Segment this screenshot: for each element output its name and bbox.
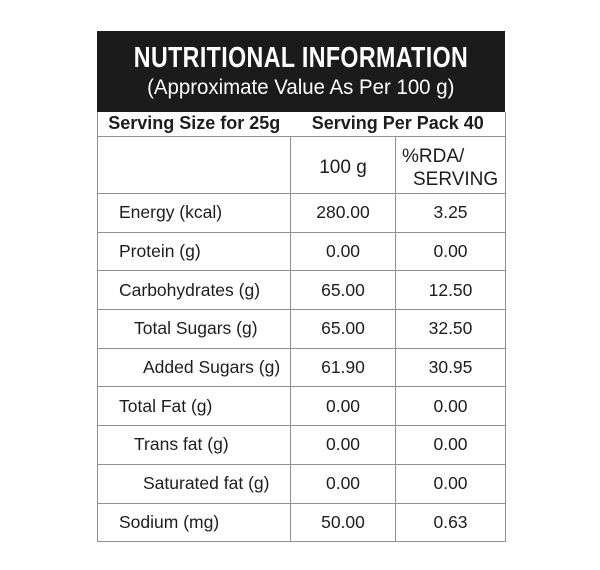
nutrient-rda-per-serving: 0.00 <box>394 231 507 272</box>
serving-size-label: Serving Size for 25g <box>108 113 281 134</box>
column-header-empty <box>97 135 291 194</box>
nutrient-label: Sodium (mg) <box>97 502 291 543</box>
column-header-row: 100 g %RDA/ SERVING <box>97 135 507 194</box>
column-header-amount: 100 g <box>290 135 396 194</box>
nutrient-per-100g: 65.00 <box>290 270 396 311</box>
nutrient-rda-per-serving: 0.00 <box>394 425 507 465</box>
nutrient-row: Carbohydrates (g) 65.00 12.50 <box>97 270 507 311</box>
nutrient-rda-per-serving: 3.25 <box>394 193 507 233</box>
nutrient-label: Trans fat (g) <box>97 425 291 465</box>
nutrient-per-100g: 61.90 <box>290 347 396 388</box>
serving-cell: Serving Size for 25g Serving Per Pack 40 <box>96 112 507 137</box>
serving-per-pack: Serving Per Pack 40 <box>291 113 506 134</box>
nutrient-rda-per-serving: 0.63 <box>394 502 507 543</box>
nutrient-rda-per-serving: 30.95 <box>394 347 507 388</box>
nutrient-per-100g: 280.00 <box>290 193 396 233</box>
nutrient-per-100g: 0.00 <box>290 231 396 272</box>
nutrient-per-100g: 65.00 <box>290 309 396 349</box>
nutrient-label: Energy (kcal) <box>97 193 291 233</box>
nutrient-label: Saturated fat (g) <box>97 463 291 504</box>
nutrient-row: Trans fat (g) 0.00 0.00 <box>97 425 507 465</box>
column-header-rda-line2: SERVING <box>413 169 499 191</box>
nutrient-row: Added Sugars (g) 61.90 30.95 <box>97 347 507 388</box>
nutrient-rda-per-serving: 0.00 <box>394 463 507 504</box>
nutrient-per-100g: 0.00 <box>290 386 396 427</box>
nutrient-row: Total Fat (g) 0.00 0.00 <box>97 386 507 427</box>
nutrient-row: Protein (g) 0.00 0.00 <box>97 231 507 272</box>
nutrient-label: Added Sugars (g) <box>97 347 291 388</box>
nutrition-table-body: Serving Size for 25g Serving Per Pack 40… <box>96 112 507 543</box>
column-header-rda: %RDA/ SERVING <box>394 135 507 194</box>
nutrient-row: Saturated fat (g) 0.00 0.00 <box>97 463 507 504</box>
nutrient-rda-per-serving: 32.50 <box>394 309 507 349</box>
nutrient-label: Carbohydrates (g) <box>97 270 291 311</box>
nutrition-table: Serving Size for 25g Serving Per Pack 40… <box>96 112 507 543</box>
nutrient-per-100g: 0.00 <box>290 463 396 504</box>
column-header-rda-line1: %RDA/ <box>402 145 465 167</box>
serving-size: Serving Size for 25g <box>98 113 291 134</box>
nutrient-rda-per-serving: 0.00 <box>394 386 507 427</box>
nutrient-row: Sodium (mg) 50.00 0.63 <box>97 502 507 543</box>
nutrient-row: Energy (kcal) 280.00 3.25 <box>97 193 507 233</box>
nutrient-per-100g: 50.00 <box>290 502 396 543</box>
serving-row: Serving Size for 25g Serving Per Pack 40 <box>96 112 507 137</box>
title-band: NUTRITIONAL INFORMATION (Approximate Val… <box>97 31 505 112</box>
nutrient-label: Total Sugars (g) <box>97 309 291 349</box>
nutrient-label: Total Fat (g) <box>97 386 291 427</box>
nutrient-label: Protein (g) <box>97 231 291 272</box>
nutrient-rda-per-serving: 12.50 <box>394 270 507 311</box>
serving-per-pack-label: Serving Per Pack 40 <box>311 113 484 134</box>
label-title: NUTRITIONAL INFORMATION <box>133 42 469 75</box>
nutrient-per-100g: 0.00 <box>290 425 396 465</box>
nutrition-label: NUTRITIONAL INFORMATION (Approximate Val… <box>96 31 507 543</box>
nutrient-row: Total Sugars (g) 65.00 32.50 <box>97 309 507 349</box>
label-subtitle: (Approximate Value As Per 100 g) <box>147 74 455 99</box>
